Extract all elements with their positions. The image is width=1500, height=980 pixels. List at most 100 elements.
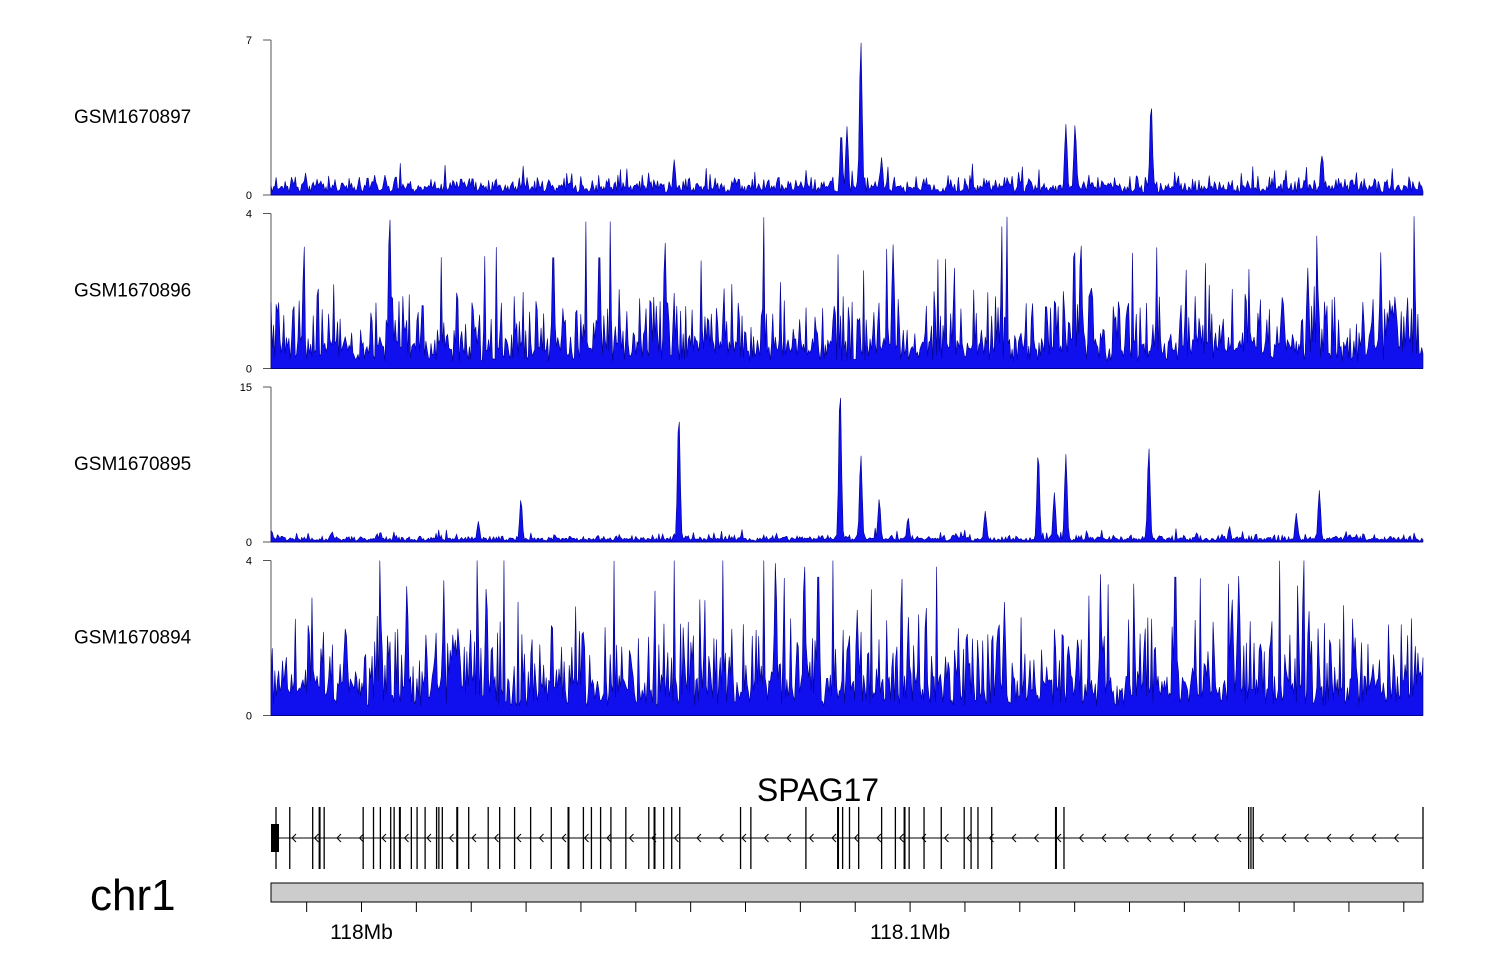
strand-arrow <box>1191 833 1197 843</box>
signal-area <box>270 216 1424 369</box>
gene-exon <box>625 807 627 869</box>
gene-exon <box>390 807 392 869</box>
strand-arrow <box>516 833 522 843</box>
strand-arrow <box>1101 833 1107 843</box>
strand-arrow <box>1371 833 1377 843</box>
strand-arrow <box>808 833 814 843</box>
gene-exon <box>590 807 593 869</box>
gene-track: SPAG17 <box>271 772 1424 869</box>
signal-tracks: GSM167089707GSM167089604GSM1670895015GSM… <box>74 35 1424 723</box>
y-tick-label: 0 <box>246 537 252 549</box>
gene-exon <box>1422 807 1424 869</box>
gene-exon <box>438 807 440 869</box>
gene-exon <box>398 807 401 869</box>
gene-exon <box>663 807 665 869</box>
y-tick-label: 7 <box>246 35 252 47</box>
strand-arrow <box>1011 833 1017 843</box>
strand-arrow <box>943 833 949 843</box>
gene-exon <box>323 807 325 869</box>
gene-exon <box>416 807 418 869</box>
track-label: GSM1670897 <box>74 107 191 128</box>
genome-axis: chr1 118Mb 118.1Mb <box>90 871 1424 944</box>
signal-area <box>270 397 1424 543</box>
gene-exon <box>1054 807 1057 869</box>
gene-exon <box>318 807 321 869</box>
x-tick-label: 118.1Mb <box>870 921 950 944</box>
gene-exon <box>424 807 426 869</box>
gene-exon <box>970 807 972 869</box>
strand-arrow <box>381 833 387 843</box>
strand-arrow <box>741 833 747 843</box>
strand-arrow <box>1146 833 1152 843</box>
signal-area <box>270 560 1424 716</box>
gene-exon <box>435 807 438 869</box>
strand-arrow <box>763 833 769 843</box>
strand-arrow <box>291 833 297 843</box>
chromosome-label: chr1 <box>90 871 176 920</box>
strand-arrow <box>1123 833 1129 843</box>
gene-exon <box>379 807 382 869</box>
gene-exon <box>963 807 965 869</box>
gene-exon <box>499 807 501 869</box>
y-tick-label: 15 <box>240 382 252 394</box>
track-label: GSM1670896 <box>74 281 191 302</box>
gene-exon <box>837 807 840 869</box>
strand-arrow <box>561 833 567 843</box>
strand-arrow <box>1326 833 1332 843</box>
strand-arrow <box>1033 833 1039 843</box>
strand-arrow <box>1056 833 1062 843</box>
strand-arrow <box>696 833 702 843</box>
gene-exon <box>567 807 570 869</box>
strand-arrow <box>1303 833 1309 843</box>
strand-arrow <box>426 833 432 843</box>
gene-exon <box>653 807 656 869</box>
gene-exon <box>372 807 375 869</box>
gene-exon <box>848 807 851 869</box>
strand-arrow <box>1236 833 1242 843</box>
gene-exon <box>468 807 470 869</box>
gene-exon <box>441 807 443 869</box>
gene-exon <box>858 807 860 869</box>
y-tick-label: 0 <box>246 711 252 723</box>
strand-arrow <box>628 833 634 843</box>
strand-arrow <box>403 833 409 843</box>
gene-exon <box>362 807 364 869</box>
track-label: GSM1670895 <box>74 454 191 475</box>
gene-exon <box>991 807 993 869</box>
gene-exon <box>940 807 942 869</box>
gene-name: SPAG17 <box>757 772 879 808</box>
gene-exon <box>880 807 883 869</box>
strand-arrow <box>1348 833 1354 843</box>
gene-exon <box>1250 807 1252 869</box>
x-tick-label: 118Mb <box>330 921 393 944</box>
signal-area <box>270 42 1424 196</box>
strand-arrow <box>583 833 589 843</box>
gene-exon <box>923 807 925 869</box>
gene-exon <box>550 807 552 869</box>
track-GSM1670895: GSM1670895 0 15 <box>74 382 1424 549</box>
strand-arrow <box>786 833 792 843</box>
gene-exon <box>393 807 395 869</box>
gene-exon <box>410 807 412 869</box>
track-label: GSM1670894 <box>74 628 192 649</box>
strand-arrow <box>673 833 679 843</box>
strand-arrow <box>606 833 612 843</box>
gene-exon <box>903 807 906 869</box>
gene-exon <box>671 807 673 869</box>
strand-arrow <box>493 833 499 843</box>
strand-arrow <box>718 833 724 843</box>
strand-arrow <box>538 833 544 843</box>
gene-exon <box>1248 807 1250 869</box>
gene-exon <box>977 807 979 869</box>
strand-arrow <box>448 833 454 843</box>
strand-arrow <box>898 833 904 843</box>
strand-arrow <box>471 833 477 843</box>
strand-arrow <box>876 833 882 843</box>
gene-exon <box>599 807 602 869</box>
gene-exon <box>1063 807 1065 869</box>
gene-exon <box>841 807 844 869</box>
gene-exon <box>289 807 291 869</box>
y-tick-label: 0 <box>246 190 252 202</box>
strand-arrow <box>1393 833 1399 843</box>
